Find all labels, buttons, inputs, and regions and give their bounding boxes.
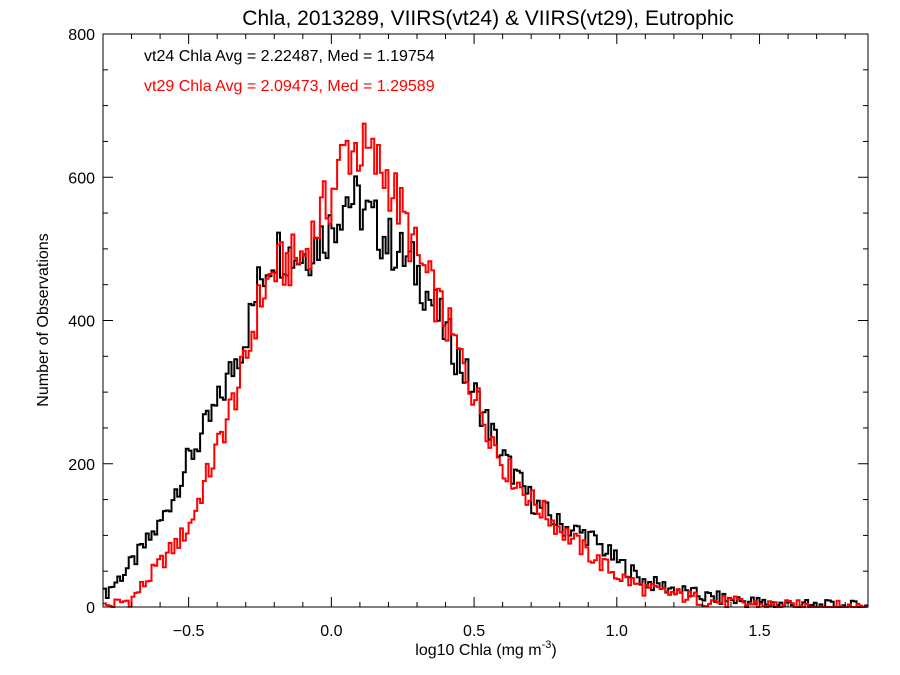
histogram-series-vt29 xyxy=(103,122,868,608)
x-tick-label: −0.5 xyxy=(173,623,205,640)
histogram-series-vt24 xyxy=(103,175,868,608)
plot-frame xyxy=(102,33,869,608)
vt24-stats-annotation: vt24 Chla Avg = 2.22487, Med = 1.19754 xyxy=(144,48,435,65)
series-layer xyxy=(103,122,868,608)
chart-title: Chla, 2013289, VIIRS(vt24) & VIIRS(vt29)… xyxy=(242,7,733,30)
y-tick-label: 0 xyxy=(86,600,95,617)
x-tick-label: 0.5 xyxy=(463,623,485,640)
vt29-stats-annotation: vt29 Chla Avg = 2.09473, Med = 1.29589 xyxy=(144,78,435,95)
tick-layer: −0.5 0.0 0.5 1.0 1.5 0 200 400 600 800 xyxy=(68,27,868,640)
x-tick-label: 0.0 xyxy=(320,623,342,640)
x-tick-label: 1.0 xyxy=(606,623,628,640)
x-axis-label-end: ) xyxy=(551,642,556,659)
x-axis-label-superscript: -3 xyxy=(542,639,552,651)
y-axis-label: Number of Observations xyxy=(35,233,52,406)
x-axis-label-main: log10 Chla (mg m xyxy=(415,642,541,659)
y-tick-label: 600 xyxy=(68,170,95,187)
x-tick-label: 1.5 xyxy=(748,623,770,640)
y-tick-label: 800 xyxy=(68,27,95,44)
y-tick-label: 200 xyxy=(68,457,95,474)
y-tick-label: 400 xyxy=(68,314,95,331)
x-axis-label: log10 Chla (mg m-3) xyxy=(415,639,556,659)
